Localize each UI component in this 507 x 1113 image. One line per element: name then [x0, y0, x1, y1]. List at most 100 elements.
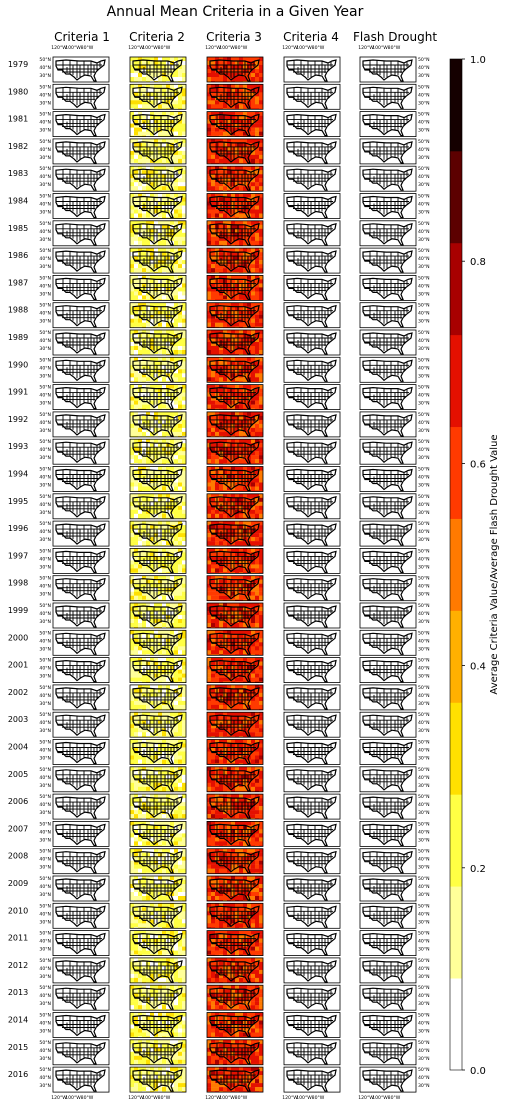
value-cell: [166, 509, 171, 514]
value-cell: [182, 435, 186, 437]
panel-frame: [206, 56, 264, 83]
value-cell: [211, 357, 216, 362]
value-cell: [227, 654, 232, 656]
value-cell: [251, 517, 256, 519]
value-cell: [247, 634, 252, 639]
value-cell: [142, 455, 147, 460]
value-cell: [223, 361, 228, 366]
value-cell: [146, 396, 151, 401]
value-cell: [235, 470, 240, 475]
value-cell: [162, 65, 167, 70]
lat-tick-label: 30°N: [418, 483, 430, 489]
value-cell: [166, 264, 171, 269]
value-cell: [231, 108, 236, 110]
value-cell: [138, 111, 143, 116]
value-cell: [255, 295, 260, 300]
value-cell: [251, 182, 256, 187]
value-cell: [178, 104, 183, 109]
panel-frame: [129, 138, 187, 165]
value-cell: [235, 81, 240, 82]
value-cell: [207, 654, 212, 656]
value-cell: [235, 587, 240, 592]
value-cell: [239, 388, 244, 393]
value-cell: [215, 568, 220, 573]
value-cell: [219, 334, 224, 339]
value-cell: [259, 560, 263, 565]
year-label-1990: 1990: [8, 360, 28, 369]
year-label-1995: 1995: [8, 497, 28, 506]
value-cell: [219, 81, 224, 82]
value-cell: [219, 607, 224, 612]
value-cell: [243, 131, 248, 136]
value-cell: [239, 256, 244, 261]
value-cell: [146, 295, 151, 300]
value-cell: [178, 587, 183, 592]
lat-tick-label: 50°N: [418, 412, 430, 418]
value-cell: [182, 119, 186, 124]
value-cell: [235, 193, 240, 198]
value-cell: [134, 186, 139, 191]
value-cell: [259, 466, 263, 471]
value-cell: [231, 447, 236, 452]
value-cell: [142, 373, 147, 378]
value-cell: [154, 287, 159, 292]
value-cell: [259, 505, 263, 510]
value-cell: [138, 272, 143, 274]
value-cell: [211, 193, 216, 198]
value-cell: [219, 115, 224, 120]
value-cell: [251, 142, 256, 148]
value-cell: [207, 541, 212, 546]
value-cell: [166, 404, 171, 409]
value-cell: [134, 240, 139, 245]
value-cell: [182, 482, 186, 487]
value-cell: [134, 248, 139, 253]
value-cell: [235, 599, 240, 601]
value-cell: [146, 575, 151, 580]
lat-tick-label: 30°N: [39, 210, 51, 216]
value-cell: [182, 146, 186, 152]
value-cell: [259, 170, 263, 175]
value-cell: [158, 244, 163, 246]
value-cell: [259, 77, 263, 82]
value-cell: [243, 346, 248, 351]
value-cell: [259, 478, 263, 483]
value-cell: [178, 517, 183, 519]
value-cell: [130, 150, 135, 156]
value-cell: [158, 299, 163, 301]
value-cell: [223, 213, 228, 218]
value-cell: [134, 365, 139, 370]
value-cell: [243, 650, 248, 655]
value-cell: [219, 545, 224, 547]
value-cell: [170, 275, 175, 280]
value-cell: [150, 513, 155, 518]
lat-tick-label: 50°N: [39, 194, 51, 200]
value-cell: [255, 318, 260, 323]
value-cell: [259, 213, 263, 218]
value-cell: [166, 154, 171, 160]
value-cell: [231, 552, 236, 557]
panel-frame: [359, 302, 417, 329]
value-cell: [255, 275, 260, 280]
value-cell: [182, 396, 186, 401]
value-cell: [247, 260, 252, 265]
value-cell: [158, 314, 163, 319]
value-cell: [134, 470, 139, 475]
value-cell: [134, 244, 139, 246]
value-cell: [150, 435, 155, 437]
value-cell: [227, 135, 232, 137]
value-cell: [243, 439, 248, 444]
value-cell: [138, 509, 143, 514]
value-cell: [174, 470, 179, 475]
value-cell: [223, 96, 228, 101]
value-cell: [207, 162, 212, 164]
value-cell: [178, 423, 183, 429]
lat-tick-label: 50°N: [418, 603, 430, 609]
value-cell: [134, 88, 139, 93]
value-cell: [174, 158, 179, 164]
value-cell: [231, 470, 236, 475]
value-cell: [174, 283, 179, 288]
value-cell: [158, 599, 163, 601]
panel-frame: [52, 356, 110, 383]
value-cell: [170, 115, 175, 120]
lat-tick-label: 50°N: [418, 84, 430, 90]
